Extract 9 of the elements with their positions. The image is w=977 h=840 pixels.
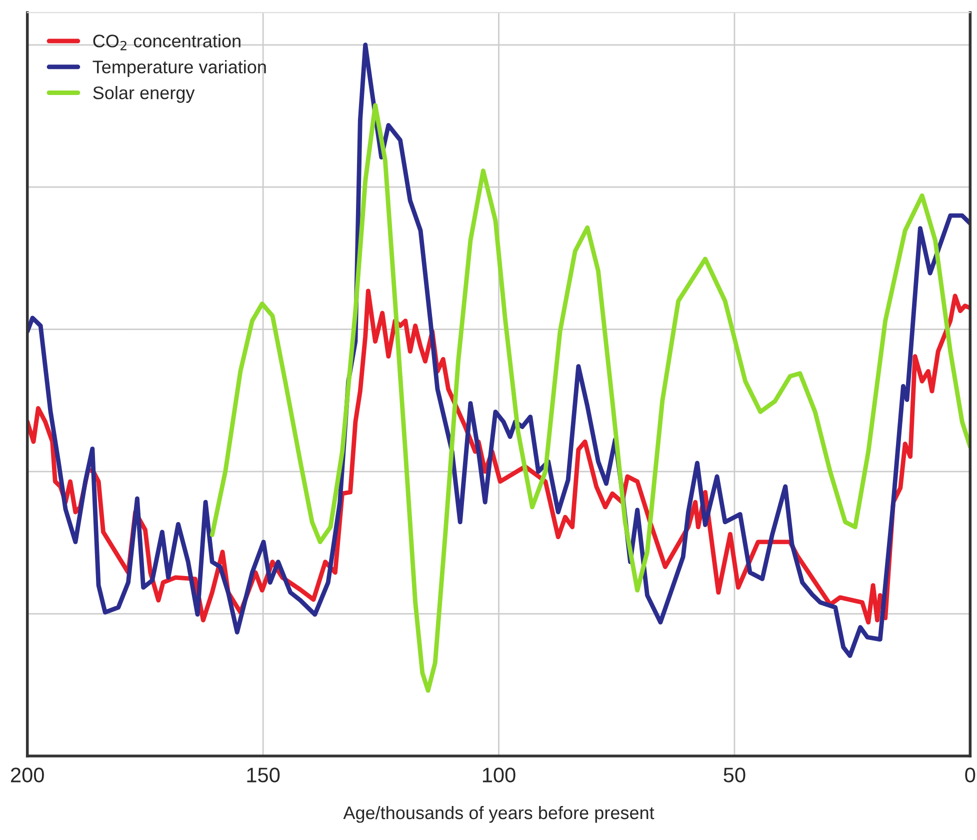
x-tick-label: 200 [11,768,44,782]
x-tick-label: 150 [247,768,280,782]
x-axis-title: Age/thousands of years before present [343,806,654,823]
x-tick-label: 50 [724,768,746,782]
legend-label: Solar energy [93,86,195,103]
x-tick-label: 100 [482,768,516,782]
x-tick-label: 0 [965,768,976,782]
legend-label: Temperature variation [92,60,266,77]
legend-label: CO$_{2}$ concentration [93,34,240,50]
